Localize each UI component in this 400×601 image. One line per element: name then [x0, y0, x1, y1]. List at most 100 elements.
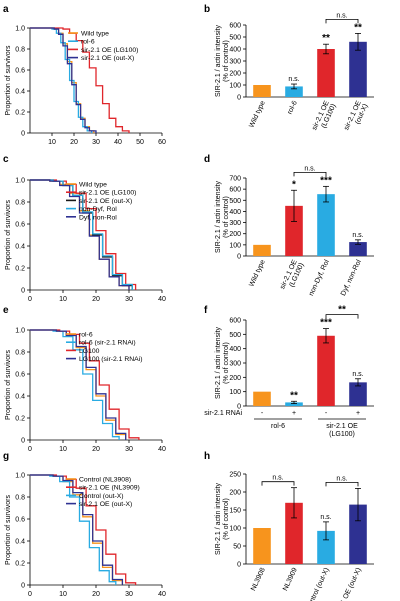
x-tick-label: 40: [158, 296, 166, 303]
x-tick-label: 10: [59, 446, 67, 453]
y-tick-label: 0.2: [15, 561, 25, 568]
y-axis-label: SIR-2.1 / actin intensity(% of control): [215, 483, 230, 555]
panel-label-f: f: [204, 305, 208, 316]
y-tick-label: 300: [229, 59, 241, 66]
x-tick-label: NL3908: [250, 567, 267, 592]
comparison-bracket: [325, 482, 359, 487]
y-tick-label: 400: [229, 346, 241, 353]
y-tick-label: 1.0: [15, 178, 25, 185]
bar: [349, 382, 367, 406]
y-tick-label: 400: [229, 47, 241, 54]
legend-entry: Control (NL3908): [79, 477, 131, 484]
y-axis-label: Proportion of survivors: [5, 349, 12, 420]
comparison-bracket: [325, 19, 359, 24]
x-tick-label: 40: [158, 446, 166, 453]
x-tick-label: 0: [28, 296, 32, 303]
y-tick-label: 200: [229, 490, 241, 497]
x-tick-label: 0: [28, 591, 32, 598]
y-tick-label: 0: [21, 583, 25, 590]
x-tick-label: Dyf, non-Rol: [340, 258, 363, 297]
y-tick-label: 300: [229, 220, 241, 227]
comparison-bracket: [261, 481, 295, 486]
series-line: [30, 27, 97, 133]
x-tick-label: rol-6: [287, 100, 299, 116]
bar: [317, 49, 335, 97]
x-tick-label: 40: [158, 591, 166, 598]
x-tick-label: 20: [70, 139, 78, 146]
x-tick-label: 30: [92, 139, 100, 146]
y-axis-label: SIR-2.1 / actin intensity(% of control): [215, 181, 230, 253]
y-axis-label: Proportion of survivors: [5, 45, 12, 116]
x-tick-label: Wild type: [248, 259, 267, 288]
y-tick-label: 200: [229, 71, 241, 78]
legend-entry: rol-6: [81, 39, 95, 46]
panel-label-d: d: [204, 154, 210, 165]
x-tick-label: Wild type: [248, 100, 267, 129]
y-tick-label: 0.6: [15, 517, 25, 524]
series-line: [30, 179, 133, 290]
legend-entry: sir-2.1 OE (LG100): [79, 190, 136, 197]
y-tick-label: 0: [21, 131, 25, 138]
significance-label: n.s.: [288, 76, 299, 83]
y-tick-label: 0: [237, 95, 241, 102]
y-tick-label: 150: [229, 508, 241, 515]
chart-a: 0 0.2 0.4 0.6 0.8 1.0 10 20 30 40 50 60 Proportion o…: [5, 26, 166, 147]
bar: [317, 194, 335, 256]
y-tick-label: 600: [229, 23, 241, 30]
x-tick-label: 30: [125, 296, 133, 303]
series-line: [30, 27, 130, 133]
y-tick-label: 0.6: [15, 68, 25, 75]
legend-entry: rol-6: [79, 332, 93, 339]
panel-label-g: g: [3, 451, 9, 462]
y-tick-label: 50: [233, 544, 241, 551]
legend-entry: LG100: [79, 348, 100, 355]
series-line: [30, 27, 93, 133]
y-tick-label: 100: [229, 242, 241, 249]
group-label: sir-2.1 OE (LG100): [326, 423, 358, 438]
bracket-label: n.s.: [272, 475, 283, 482]
bar: [253, 528, 271, 564]
x-tick-label: 40: [114, 139, 122, 146]
y-tick-label: 0: [237, 404, 241, 411]
y-axis-label: SIR-2.1 / actin intensity(% of control): [215, 327, 230, 399]
legend-entry: Control (out-X): [79, 493, 124, 500]
significance-label: *: [292, 179, 296, 190]
y-tick-label: 400: [229, 209, 241, 216]
series-line: [30, 474, 137, 585]
bracket-label: n.s.: [336, 475, 347, 482]
bracket-label: n.s.: [304, 165, 315, 172]
y-tick-label: 700: [229, 176, 241, 183]
x-tick-label: +: [292, 410, 296, 417]
x-tick-label: -: [261, 410, 264, 417]
y-tick-label: 0.8: [15, 350, 25, 357]
legend-entry: Dyf, non-Rol: [79, 214, 117, 221]
x-tick-label: 20: [92, 446, 100, 453]
y-tick-label: 0: [237, 562, 241, 569]
x-tick-label: 10: [59, 296, 67, 303]
significance-label: n.s.: [352, 232, 363, 239]
x-tick-label: sir-2.1 OE(LG100): [311, 100, 338, 135]
bar: [349, 504, 367, 564]
x-tick-label: 60: [158, 139, 166, 146]
bar: [253, 244, 271, 256]
y-tick-label: 0.4: [15, 394, 25, 401]
chart-h: 0 50 100 150 200 250 SIR-2.1 / actin intensity…: [215, 472, 374, 601]
y-tick-label: 500: [229, 35, 241, 42]
chart-c: 0 0.2 0.4 0.6 0.8 1.0 0 10 20 30 40 Proportion of s…: [5, 178, 166, 304]
y-tick-label: 0: [237, 254, 241, 261]
significance-label: ***: [320, 175, 332, 186]
y-tick-label: 250: [229, 472, 241, 479]
significance-label: **: [322, 33, 330, 44]
x-tick-label: 30: [125, 591, 133, 598]
series-line: [30, 179, 130, 290]
chart-g: 0 0.2 0.4 0.6 0.8 1.0 0 10 20 30 40 Proportion of s…: [5, 473, 166, 599]
y-tick-label: 200: [229, 231, 241, 238]
y-tick-label: 1.0: [15, 26, 25, 33]
chart-e: 0 0.2 0.4 0.6 0.8 1.0 0 10 20 30 40 Proportion of s…: [5, 328, 166, 454]
panel-label-b: b: [204, 4, 210, 15]
x-tick-label: sir-2.1 OE(LG100): [279, 259, 306, 294]
comparison-bracket: [325, 314, 359, 319]
y-tick-label: 0.2: [15, 266, 25, 273]
y-tick-label: 0: [21, 438, 25, 445]
